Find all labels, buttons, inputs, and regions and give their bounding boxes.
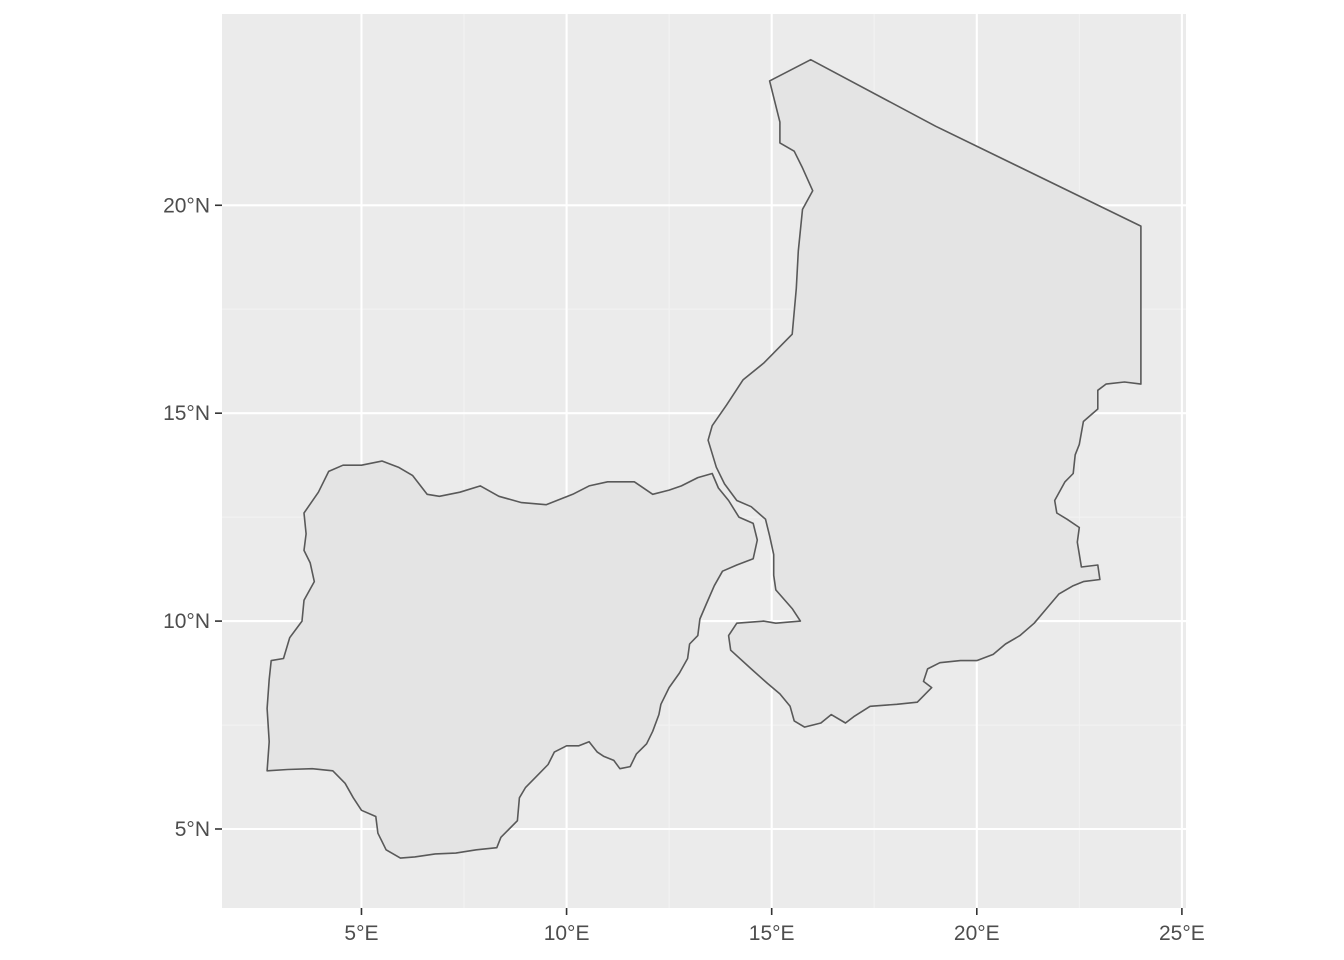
x-tick-label: 25°E xyxy=(1159,922,1205,945)
x-axis: 5°E 10°E 15°E 20°E 25°E xyxy=(344,908,1205,945)
y-tick-label: 10°N xyxy=(163,610,210,633)
y-tick-label: 5°N xyxy=(175,818,210,841)
y-tick-label: 15°N xyxy=(163,402,210,425)
country-polygons xyxy=(266,58,1142,859)
x-tick-label: 15°E xyxy=(749,922,795,945)
country-chad xyxy=(707,58,1142,728)
y-axis: 5°N 10°N 15°N 20°N xyxy=(163,194,222,841)
country-nigeria xyxy=(266,460,759,859)
x-tick-label: 5°E xyxy=(344,922,378,945)
x-tick-label: 10°E xyxy=(544,922,590,945)
y-tick-label: 20°N xyxy=(163,194,210,217)
x-tick-label: 20°E xyxy=(954,922,1000,945)
